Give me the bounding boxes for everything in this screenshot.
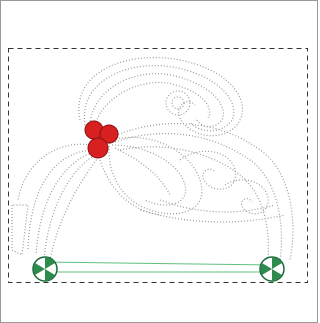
- page: [0, 0, 320, 323]
- design-preview: [0, 0, 318, 323]
- mint-left: [33, 257, 57, 281]
- mint-right: [260, 257, 284, 281]
